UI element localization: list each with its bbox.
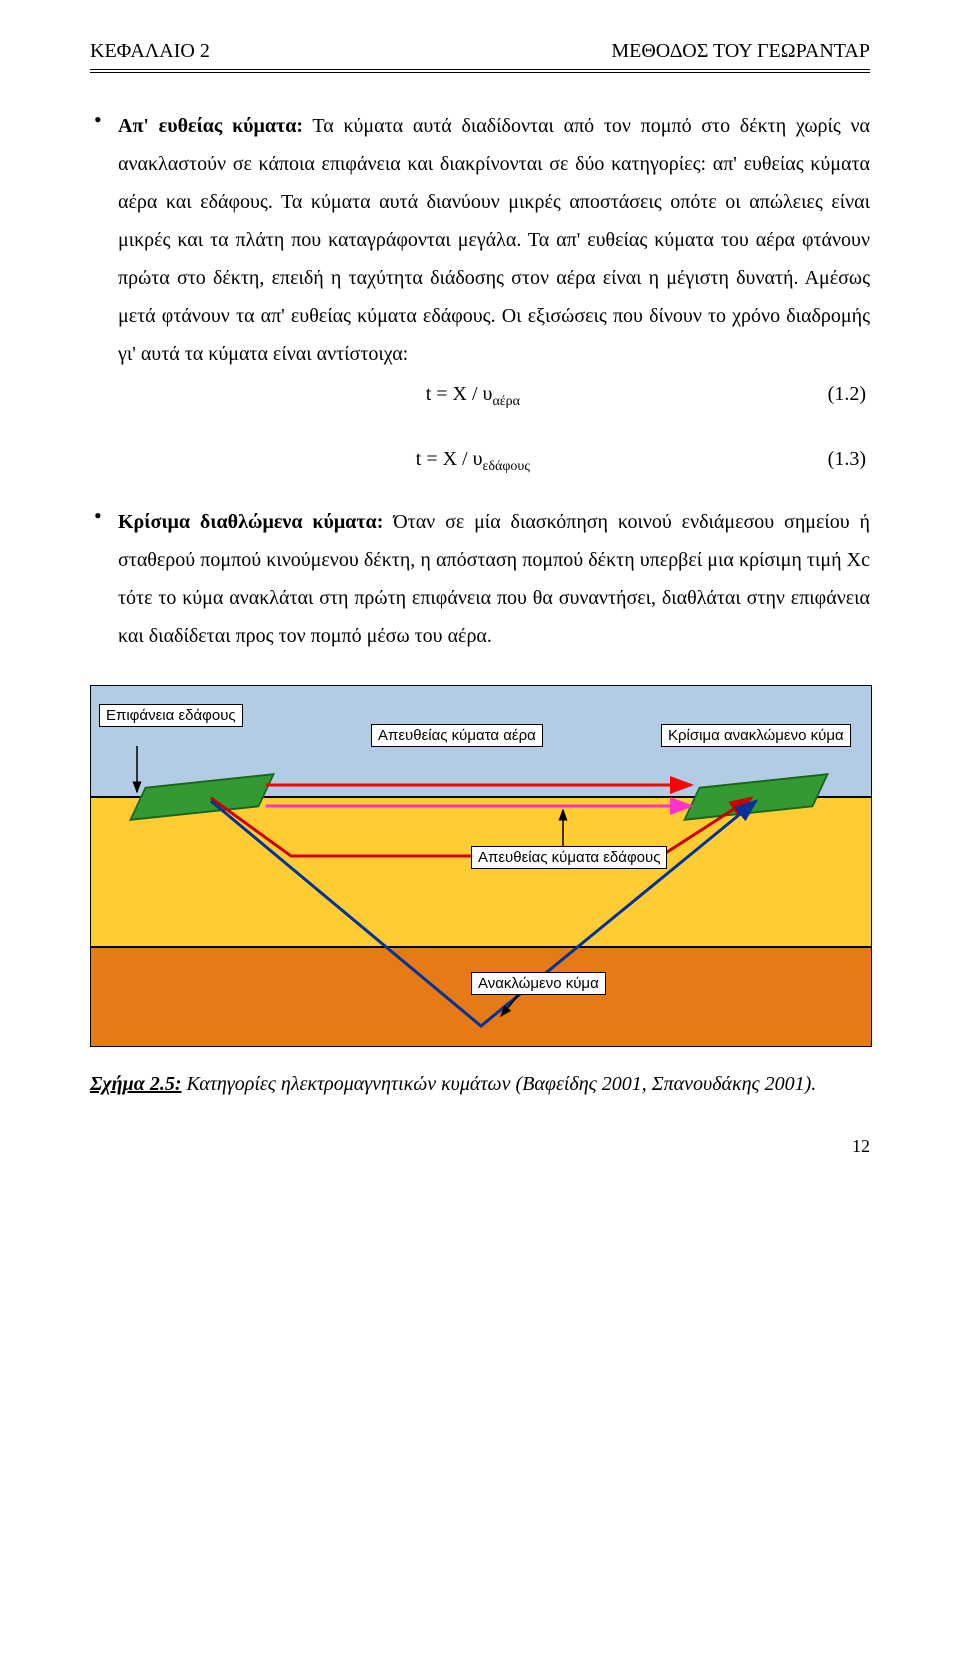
spacer (90, 487, 870, 503)
paragraph-2: Κρίσιμα διαθλώμενα κύματα: Όταν σε μία δ… (118, 503, 870, 655)
page: ΚΕΦΑΛΑΙΟ 2 ΜΕΘΟΔΟΣ ΤΟΥ ΓΕΩΡΑΝΤΑΡ Απ' ευθ… (0, 0, 960, 1187)
eq2-expr: t = X / υεδάφους (416, 448, 530, 475)
eq1-lhs: t = X / υ (426, 383, 493, 405)
figure-2-5: Επιφάνεια εδάφους Απευθείας κύματα αέρα … (90, 685, 870, 1096)
p2-lead: Κρίσιμα διαθλώμενα κύματα: (118, 511, 383, 533)
equation-1: t = X / υαέρα (1.2) (118, 383, 870, 410)
label-direct-air: Απευθείας κύματα αέρα (371, 724, 543, 747)
paragraph-1: Απ' ευθείας κύματα: Τα κύματα αυτά διαδί… (118, 107, 870, 373)
eq2-lhs: t = X / υ (416, 448, 483, 470)
eq1-num: (1.2) (828, 383, 870, 410)
label-reflected: Ανακλώμενο κύμα (471, 972, 606, 995)
eq2-num: (1.3) (828, 448, 870, 475)
header-left: ΚΕΦΑΛΑΙΟ 2 (90, 40, 210, 63)
label-surface-text: Επιφάνεια εδάφους (106, 707, 236, 724)
figure-caption: Σχήμα 2.5: Κατηγορίες ηλεκτρομαγνητικών … (90, 1073, 870, 1096)
eq1-expr: t = X / υαέρα (426, 383, 520, 410)
label-direct-ground: Απευθείας κύματα εδάφους (471, 846, 667, 869)
bullet-2: Κρίσιμα διαθλώμενα κύματα: Όταν σε μία δ… (90, 503, 870, 655)
label-direct-ground-text: Απευθείας κύματα εδάφους (478, 849, 660, 866)
diagram: Επιφάνεια εδάφους Απευθείας κύματα αέρα … (90, 685, 872, 1047)
equation-2: t = X / υεδάφους (1.3) (118, 448, 870, 475)
header-rule-2 (90, 72, 870, 73)
header-right: ΜΕΘΟΔΟΣ ΤΟΥ ΓΕΩΡΑΝΤΑΡ (611, 40, 870, 63)
eq2-sub: εδάφους (483, 459, 530, 474)
bullet-1: Απ' ευθείας κύματα: Τα κύματα αυτά διαδί… (90, 107, 870, 475)
spacer (118, 422, 870, 442)
page-header: ΚΕΦΑΛΑΙΟ 2 ΜΕΘΟΔΟΣ ΤΟΥ ΓΕΩΡΑΝΤΑΡ (90, 40, 870, 69)
label-surface: Επιφάνεια εδάφους (99, 704, 243, 727)
label-reflected-text: Ανακλώμενο κύμα (478, 975, 599, 992)
p1-lead: Απ' ευθείας κύματα: (118, 115, 303, 137)
p1-body: Τα κύματα αυτά διαδίδονται από τον πομπό… (118, 115, 870, 365)
label-critical: Κρίσιμα ανακλώμενο κύμα (661, 724, 851, 747)
label-direct-air-text: Απευθείας κύματα αέρα (378, 727, 536, 744)
header-rule-1 (90, 69, 870, 70)
eq1-sub: αέρα (492, 394, 520, 409)
caption-bold: Σχήμα 2.5: (90, 1073, 182, 1095)
caption-rest: Κατηγορίες ηλεκτρομαγνητικών κυμάτων (Βα… (182, 1073, 817, 1095)
label-critical-text: Κρίσιμα ανακλώμενο κύμα (668, 727, 844, 744)
page-number: 12 (90, 1136, 870, 1157)
